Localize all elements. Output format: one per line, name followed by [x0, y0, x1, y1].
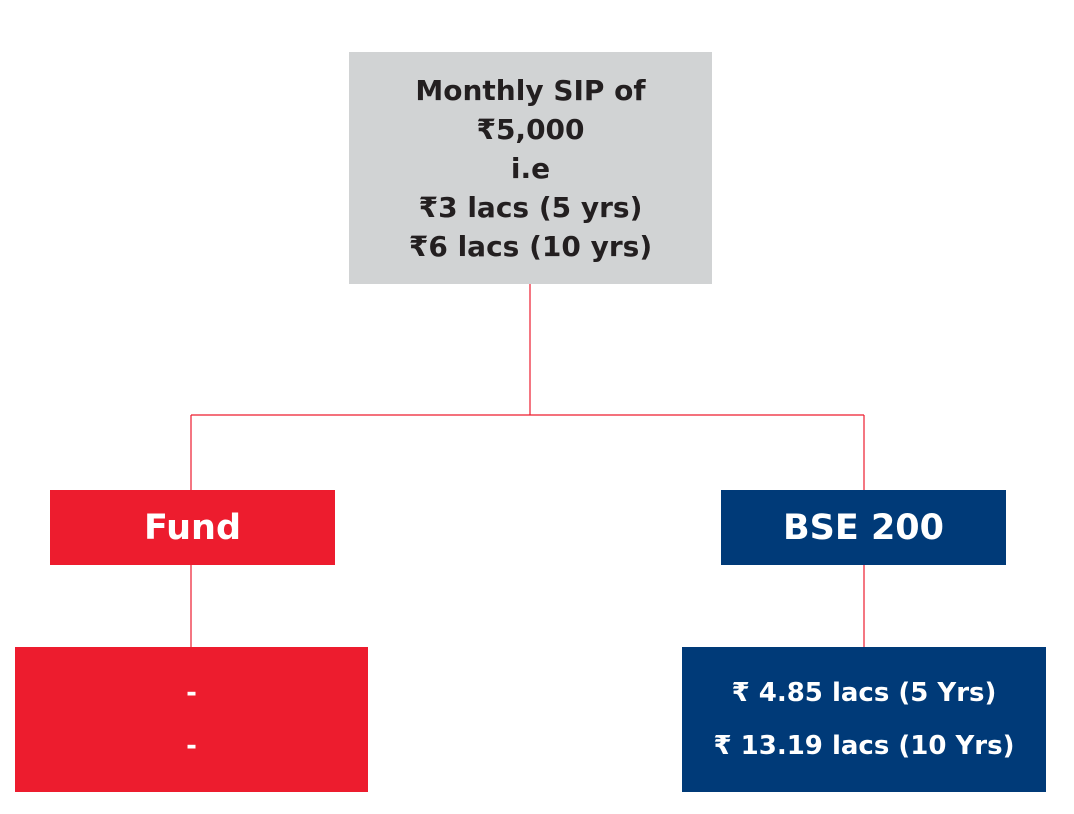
top-node: Monthly SIP of ₹5,000 i.e ₹3 lacs (5 yrs… [349, 52, 712, 284]
top-line: ₹5,000 [476, 112, 585, 146]
result-node: ₹ 4.85 lacs (5 Yrs) ₹ 13.19 lacs (10 Yrs… [682, 647, 1046, 792]
top-line: ₹6 lacs (10 yrs) [408, 229, 653, 263]
top-line: ₹3 lacs (5 yrs) [418, 190, 643, 224]
branch-label-text: Fund [143, 507, 242, 548]
result-line: ₹ 4.85 lacs (5 Yrs) [731, 677, 997, 708]
top-line: Monthly SIP of [415, 73, 646, 107]
result-line: - [186, 730, 197, 761]
result-line: - [186, 677, 197, 708]
top-line: i.e [510, 151, 551, 185]
result-line: ₹ 13.19 lacs (10 Yrs) [713, 730, 1015, 761]
result-node: - - [15, 647, 368, 792]
branch-label: BSE 200 [721, 490, 1006, 565]
branch-label: Fund [50, 490, 335, 565]
branch-label-text: BSE 200 [782, 507, 945, 548]
